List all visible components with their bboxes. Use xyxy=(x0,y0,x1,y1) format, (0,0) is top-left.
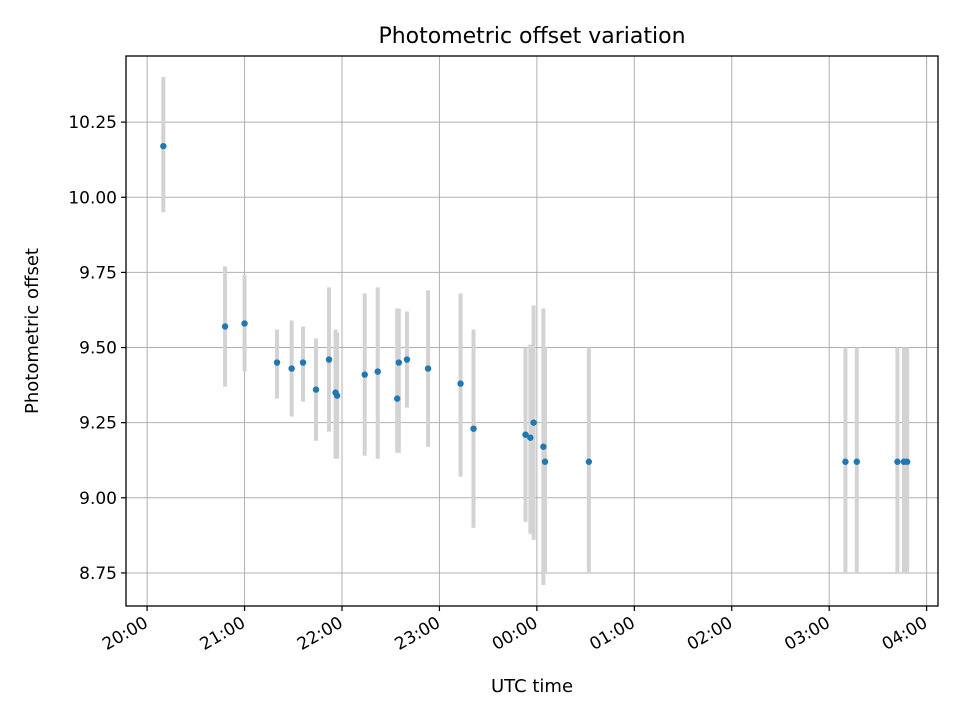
data-point xyxy=(299,359,307,366)
data-point xyxy=(288,365,295,372)
x-axis-label: UTC time xyxy=(491,676,573,697)
data-point xyxy=(540,443,547,450)
y-axis-ticks: 8.75 9.00 9.25 9.50 9.75 10.00 10.25 xyxy=(68,113,126,584)
y-axis-label: Photometric offset xyxy=(22,248,43,414)
data-point xyxy=(403,356,411,363)
data-point xyxy=(522,431,529,438)
data-point xyxy=(395,359,403,366)
data-point xyxy=(457,380,464,387)
data-point xyxy=(541,458,549,465)
data-point xyxy=(903,458,911,465)
data-point xyxy=(527,434,534,441)
y-tick-label: 8.75 xyxy=(79,564,117,584)
data-point xyxy=(470,425,477,432)
data-point xyxy=(221,323,229,330)
data-point xyxy=(853,458,860,465)
data-point xyxy=(241,320,248,327)
y-tick-label: 9.25 xyxy=(79,414,117,434)
data-point xyxy=(160,142,167,150)
data-point xyxy=(585,458,593,465)
y-tick-label: 9.75 xyxy=(79,263,117,283)
data-point xyxy=(325,356,333,363)
data-point xyxy=(333,392,341,399)
y-tick-label: 10.25 xyxy=(68,113,117,133)
data-point xyxy=(312,386,320,393)
plot-frame xyxy=(125,55,939,607)
chart-title: Photometric offset variation xyxy=(378,24,685,49)
y-tick-label: 9.50 xyxy=(79,339,117,359)
data-point xyxy=(894,458,901,465)
data-point xyxy=(424,365,432,372)
data-point xyxy=(361,371,368,378)
data-points xyxy=(160,142,911,465)
data-point xyxy=(394,395,401,402)
y-tick-label: 10.00 xyxy=(68,188,117,208)
data-point xyxy=(530,419,537,426)
data-point xyxy=(374,368,381,375)
y-tick-label: 9.00 xyxy=(79,489,117,509)
data-point xyxy=(273,359,281,366)
data-point xyxy=(842,458,849,465)
